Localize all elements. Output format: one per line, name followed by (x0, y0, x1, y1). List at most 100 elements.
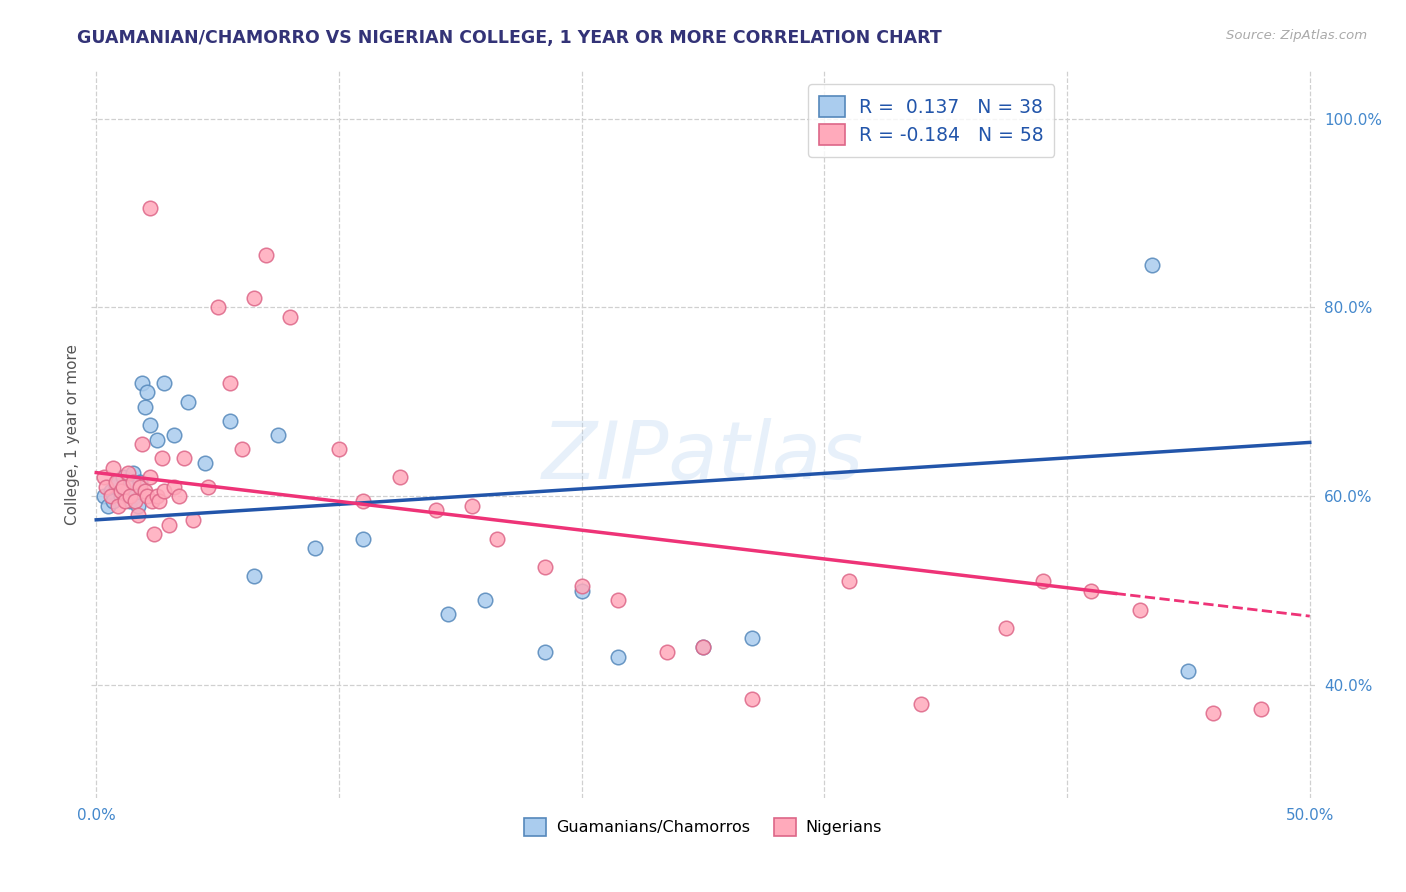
Point (1140, 258, 1163, 272)
Point (243, 569, 266, 583)
Point (111, 480, 134, 494)
Point (114, 494, 136, 508)
Point (94, 480, 117, 494)
Point (571, 583, 593, 598)
Point (388, 470, 411, 484)
Point (104, 475, 127, 489)
Point (243, 291, 266, 305)
Point (146, 489, 169, 503)
Point (110, 489, 132, 503)
Point (231, 442, 253, 456)
Point (474, 593, 496, 607)
Point (1250, 701, 1272, 715)
Point (141, 494, 163, 508)
Legend: Guamanians/Chamorros, Nigerians: Guamanians/Chamorros, Nigerians (517, 812, 889, 843)
Point (183, 513, 205, 527)
Point (127, 508, 149, 522)
Point (134, 484, 156, 499)
Point (692, 640, 714, 655)
Point (121, 466, 143, 480)
Point (207, 301, 229, 315)
Point (150, 451, 173, 466)
Point (131, 437, 153, 451)
Point (534, 560, 557, 574)
Point (148, 494, 170, 508)
Point (197, 480, 219, 494)
Point (437, 607, 460, 622)
Point (534, 645, 557, 659)
Point (1129, 602, 1152, 616)
Point (304, 541, 326, 556)
Point (157, 517, 180, 532)
Point (218, 414, 240, 428)
Point (1032, 574, 1054, 589)
Point (93, 470, 115, 484)
Point (134, 400, 156, 414)
Point (267, 428, 290, 442)
Point (117, 466, 139, 480)
Text: ZIPatlas: ZIPatlas (541, 417, 865, 496)
Point (107, 499, 129, 513)
Point (138, 201, 160, 215)
Point (571, 579, 593, 593)
Point (107, 475, 129, 489)
Point (143, 527, 166, 541)
Point (995, 621, 1018, 635)
Point (1177, 664, 1199, 678)
Point (146, 433, 169, 447)
Point (163, 428, 186, 442)
Point (741, 692, 763, 706)
Point (485, 532, 508, 546)
Point (136, 489, 159, 503)
Point (838, 574, 860, 589)
Point (607, 593, 630, 607)
Point (167, 489, 190, 503)
Point (138, 418, 160, 433)
Point (129, 480, 152, 494)
Point (153, 376, 176, 390)
Point (280, 310, 302, 324)
Point (129, 475, 152, 489)
Point (103, 461, 125, 475)
Point (110, 484, 132, 499)
Point (352, 532, 374, 546)
Point (607, 649, 630, 664)
Point (93, 489, 115, 503)
Point (254, 248, 277, 262)
Point (425, 503, 447, 517)
Point (1080, 583, 1102, 598)
Point (138, 470, 160, 484)
Point (111, 470, 134, 484)
Point (741, 631, 763, 645)
Point (97, 499, 120, 513)
Point (163, 480, 186, 494)
Point (328, 442, 350, 456)
Point (103, 494, 125, 508)
Text: GUAMANIAN/CHAMORRO VS NIGERIAN COLLEGE, 1 YEAR OR MORE CORRELATION CHART: GUAMANIAN/CHAMORRO VS NIGERIAN COLLEGE, … (77, 29, 942, 46)
Point (461, 499, 484, 513)
Point (692, 640, 714, 655)
Point (194, 456, 217, 470)
Point (352, 494, 374, 508)
Point (655, 645, 678, 659)
Point (100, 489, 122, 503)
Point (127, 499, 149, 513)
Point (104, 480, 127, 494)
Point (136, 385, 159, 400)
Point (100, 484, 122, 499)
Point (153, 484, 176, 499)
Point (124, 494, 146, 508)
Point (173, 451, 195, 466)
Point (114, 484, 136, 499)
Point (121, 475, 143, 489)
Point (1202, 706, 1225, 721)
Text: Source: ZipAtlas.com: Source: ZipAtlas.com (1226, 29, 1367, 42)
Point (131, 376, 153, 390)
Point (910, 697, 932, 711)
Point (218, 376, 240, 390)
Point (117, 480, 139, 494)
Point (124, 489, 146, 503)
Point (177, 394, 200, 409)
Y-axis label: College, 1 year or more: College, 1 year or more (65, 344, 80, 525)
Point (120, 489, 142, 503)
